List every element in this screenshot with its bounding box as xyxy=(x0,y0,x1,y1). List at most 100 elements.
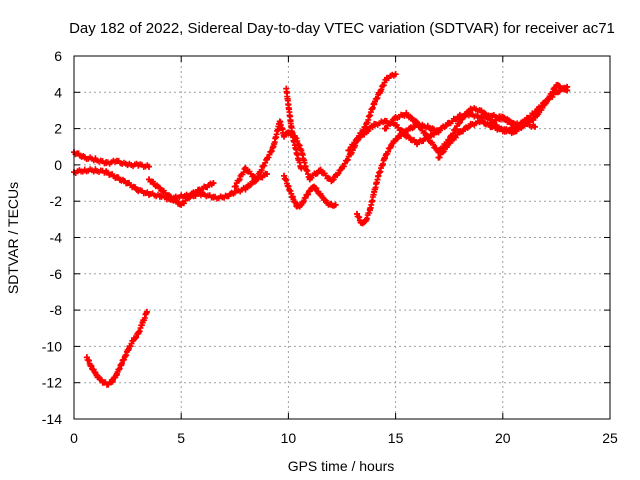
data-point xyxy=(221,194,228,201)
data-point xyxy=(289,132,296,139)
data-point xyxy=(92,156,99,163)
x-tick-label: 25 xyxy=(602,430,618,446)
data-point xyxy=(135,161,142,168)
data-point xyxy=(323,200,330,207)
y-tick-label: 0 xyxy=(54,157,62,173)
data-point xyxy=(392,136,399,143)
data-point xyxy=(424,134,431,141)
data-point xyxy=(143,308,150,315)
x-axis-label: GPS time / hours xyxy=(288,458,395,474)
y-tick-label: -10 xyxy=(42,338,62,354)
series-track-m xyxy=(489,81,571,137)
data-point xyxy=(96,376,103,383)
data-point xyxy=(317,167,324,174)
data-point xyxy=(146,190,153,197)
data-point xyxy=(354,210,361,217)
data-point xyxy=(126,343,133,350)
axis-ticks: 0 5 10 15 20 25 -14 -12 -10 -8 -6 -4 -2 0 2 4 6 xyxy=(42,48,618,446)
data-point xyxy=(302,194,309,201)
data-point xyxy=(283,85,290,92)
data-point xyxy=(553,82,560,89)
data-point xyxy=(210,180,217,187)
data-point xyxy=(446,120,453,127)
x-tick-label: 20 xyxy=(495,430,511,446)
data-point xyxy=(306,174,313,181)
y-tick-label: -14 xyxy=(42,411,62,427)
data-point xyxy=(285,183,292,190)
data-point xyxy=(103,160,110,167)
data-point xyxy=(178,201,185,208)
data-point xyxy=(231,189,238,196)
data-point xyxy=(435,127,442,134)
data-point xyxy=(531,123,538,130)
chart-title: Day 182 of 2022, Sidereal Day-to-day VTE… xyxy=(69,20,615,37)
data-point xyxy=(118,361,125,368)
y-tick-label: -12 xyxy=(42,375,62,391)
x-tick-label: 5 xyxy=(177,430,185,446)
data-point xyxy=(210,194,217,201)
data-point xyxy=(276,118,283,125)
data-point xyxy=(199,185,206,192)
data-point xyxy=(253,176,260,183)
data-point xyxy=(478,118,485,125)
data-point xyxy=(377,87,384,94)
data-point xyxy=(381,118,388,125)
data-point xyxy=(456,129,463,136)
data-point xyxy=(392,114,399,121)
y-tick-label: 6 xyxy=(54,48,62,64)
data-point xyxy=(113,174,120,181)
data-point xyxy=(109,377,116,384)
series-track-a xyxy=(71,149,153,170)
data-point xyxy=(124,161,131,168)
data-point xyxy=(131,336,138,343)
data-point xyxy=(263,156,270,163)
series-track-g xyxy=(281,172,339,210)
data-point xyxy=(231,183,238,190)
data-point xyxy=(319,194,326,201)
data-point xyxy=(298,147,305,154)
data-point xyxy=(199,190,206,197)
data-point xyxy=(242,165,249,172)
data-point xyxy=(332,201,339,208)
data-point xyxy=(499,127,506,134)
y-tick-label: -2 xyxy=(50,193,63,209)
data-point xyxy=(135,330,142,337)
data-point xyxy=(358,219,365,226)
data-point xyxy=(435,154,442,161)
data-point xyxy=(103,169,110,176)
data-point xyxy=(293,203,300,210)
data-series xyxy=(71,71,571,388)
data-point xyxy=(499,114,506,121)
x-tick-label: 15 xyxy=(388,430,404,446)
data-point xyxy=(392,121,399,128)
data-point xyxy=(92,370,99,377)
data-point xyxy=(285,102,292,109)
y-tick-label: 4 xyxy=(54,84,62,100)
data-point xyxy=(306,187,313,194)
data-point xyxy=(139,319,146,326)
data-point xyxy=(354,136,361,143)
data-point xyxy=(531,114,538,121)
data-point xyxy=(542,100,549,107)
data-point xyxy=(403,132,410,139)
data-point xyxy=(521,121,528,128)
data-point xyxy=(188,190,195,197)
data-point xyxy=(362,218,369,225)
data-point xyxy=(122,352,129,359)
data-point xyxy=(167,194,174,201)
data-point xyxy=(92,167,99,174)
data-point xyxy=(263,170,270,177)
data-point xyxy=(156,185,163,192)
data-point xyxy=(489,120,496,127)
data-point xyxy=(510,129,517,136)
data-point xyxy=(345,147,352,154)
x-tick-label: 10 xyxy=(281,430,297,446)
data-point xyxy=(81,154,88,161)
data-point xyxy=(371,100,378,107)
data-point xyxy=(293,151,300,158)
data-point xyxy=(113,370,120,377)
y-tick-label: -6 xyxy=(50,266,63,282)
data-point xyxy=(287,118,294,125)
